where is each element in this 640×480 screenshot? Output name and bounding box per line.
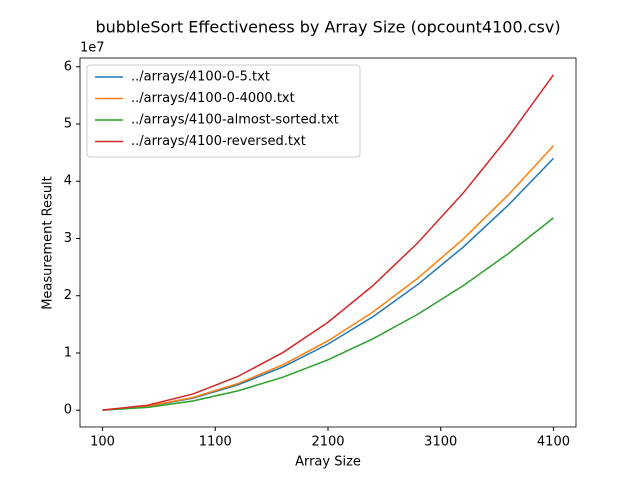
legend-label: ../arrays/4100-0-4000.txt bbox=[131, 91, 295, 106]
series-line bbox=[102, 217, 554, 411]
plot-frame bbox=[79, 57, 577, 428]
series-line bbox=[102, 74, 555, 411]
legend-box bbox=[86, 64, 361, 158]
y-tick-label: 1 bbox=[64, 345, 72, 360]
x-tick-label: 1100 bbox=[199, 435, 232, 450]
y-tick-label: 6 bbox=[64, 59, 72, 74]
y-tick-label: 2 bbox=[64, 288, 72, 303]
y-tick-label: 3 bbox=[64, 231, 72, 246]
legend-label: ../arrays/4100-almost-sorted.txt bbox=[131, 113, 339, 128]
y-tick-label: 0 bbox=[64, 403, 72, 418]
series-line bbox=[102, 145, 555, 411]
y-offset-label: 1e7 bbox=[80, 41, 105, 56]
x-tick-label: 3100 bbox=[424, 435, 457, 450]
legend-label: ../arrays/4100-reversed.txt bbox=[131, 134, 306, 149]
y-tick-label: 5 bbox=[64, 117, 72, 132]
chart-title: bubbleSort Effectiveness by Array Size (… bbox=[95, 18, 560, 37]
legend-label: ../arrays/4100-0-5.txt bbox=[131, 70, 270, 85]
x-tick-label: 2100 bbox=[311, 435, 344, 450]
x-tick-label: 100 bbox=[90, 435, 115, 450]
x-axis-label: Array Size bbox=[295, 455, 361, 470]
y-tick-label: 4 bbox=[64, 174, 72, 189]
x-tick-label: 4100 bbox=[537, 435, 570, 450]
y-axis-label: Measurement Result bbox=[41, 176, 56, 310]
